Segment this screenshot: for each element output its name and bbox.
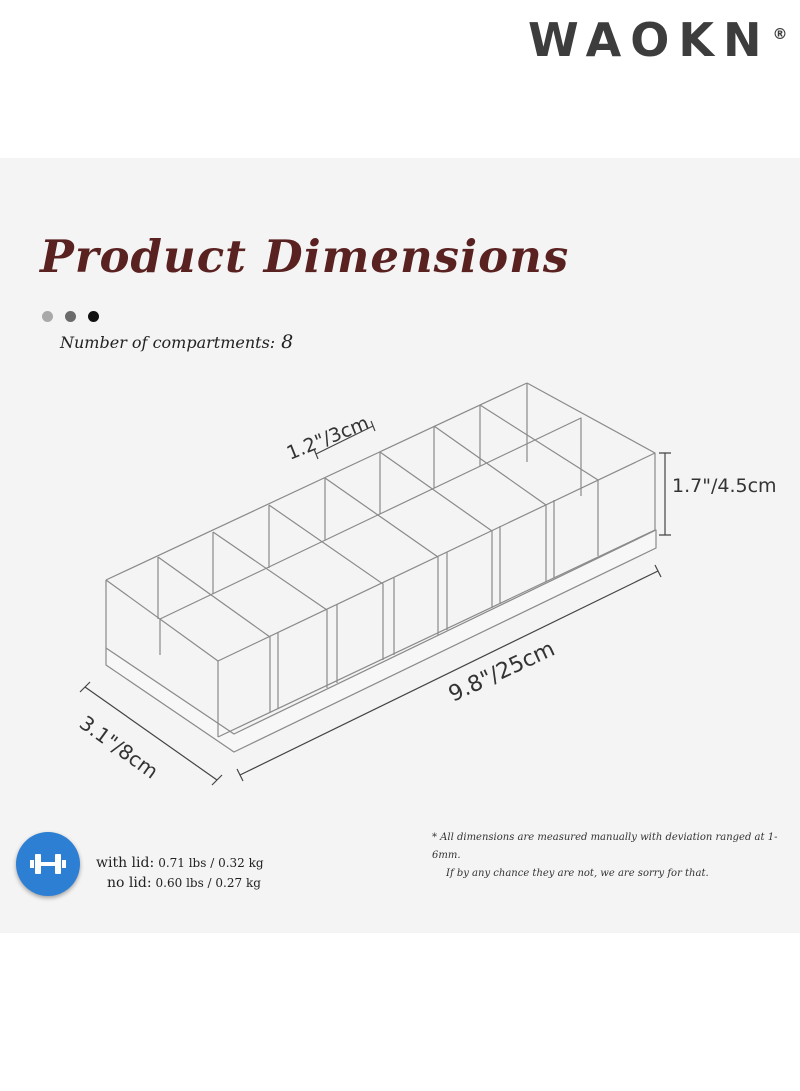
note-line-2: If by any chance they are not, we are so…: [446, 868, 709, 879]
compartment-width-label: 1.2"/3cm: [284, 412, 372, 465]
compartment-inner-lines: [277, 500, 555, 709]
dot-medium: [65, 311, 76, 322]
box-bottom-front: [217, 529, 656, 738]
dot-dark: [88, 311, 99, 322]
dimension-panel: [0, 158, 800, 933]
with-lid-label: with lid:: [96, 855, 155, 871]
cross-dividers: [157, 404, 599, 713]
measurement-note: * All dimensions are measured manually w…: [432, 829, 792, 883]
depth-label: 3.1"/8cm: [75, 711, 163, 784]
width-dimension-line: [313, 420, 376, 460]
compartments-info: Number of compartments: 8: [60, 331, 293, 353]
no-lid-label: no lid:: [107, 875, 152, 891]
with-lid-value: 0.71 lbs / 0.32 kg: [158, 856, 264, 870]
dimension-lines: [79, 420, 671, 786]
brand-name: WAOKN: [528, 13, 771, 67]
note-line-1: * All dimensions are measured manually w…: [432, 832, 778, 861]
depth-dimension-line: [79, 681, 223, 786]
box-front-edge: [217, 452, 656, 662]
height-dimension-line: [659, 452, 671, 536]
compartments-label: Number of compartments:: [60, 333, 276, 352]
height-label: 1.7"/4.5cm: [672, 475, 777, 497]
length-dimension-line: [236, 564, 662, 782]
center-divider: [159, 417, 582, 655]
brand-logo: WAOKN ®: [528, 10, 790, 70]
dumbbell-icon: [16, 832, 80, 896]
dot-light: [42, 311, 53, 322]
box-left-end: [105, 579, 219, 737]
box-back-edge: [105, 382, 528, 581]
no-lid-value: 0.60 lbs / 0.27 kg: [155, 876, 261, 890]
weight-info: with lid: 0.71 lbs / 0.32 kg no lid: 0.60 …: [96, 853, 264, 893]
base-tray: [105, 529, 657, 753]
weight-with-lid: with lid: 0.71 lbs / 0.32 kg: [96, 853, 264, 873]
compartments-count: 8: [281, 331, 294, 353]
registered-mark: ®: [772, 25, 788, 43]
page-title: Product Dimensions: [40, 230, 570, 283]
weight-no-lid: no lid: 0.60 lbs / 0.27 kg: [96, 873, 264, 893]
